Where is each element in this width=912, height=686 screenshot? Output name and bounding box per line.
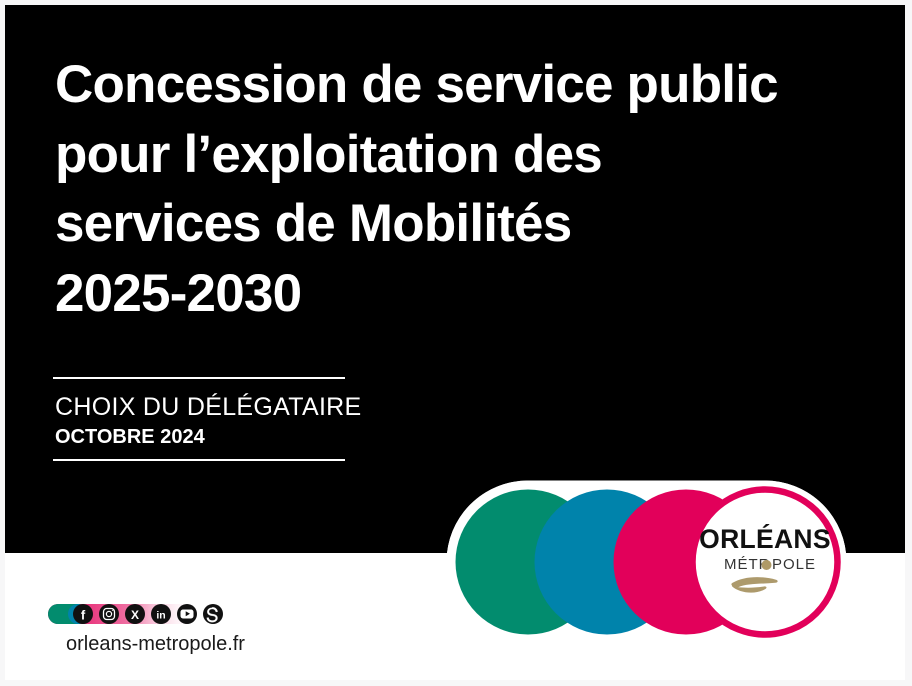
svg-text:X: X: [131, 608, 139, 622]
svg-text:in: in: [156, 610, 165, 622]
svg-text:f: f: [81, 608, 86, 623]
svg-text:ORLÉANS: ORLÉANS: [699, 524, 831, 554]
svg-text:POLE: POLE: [772, 556, 816, 573]
